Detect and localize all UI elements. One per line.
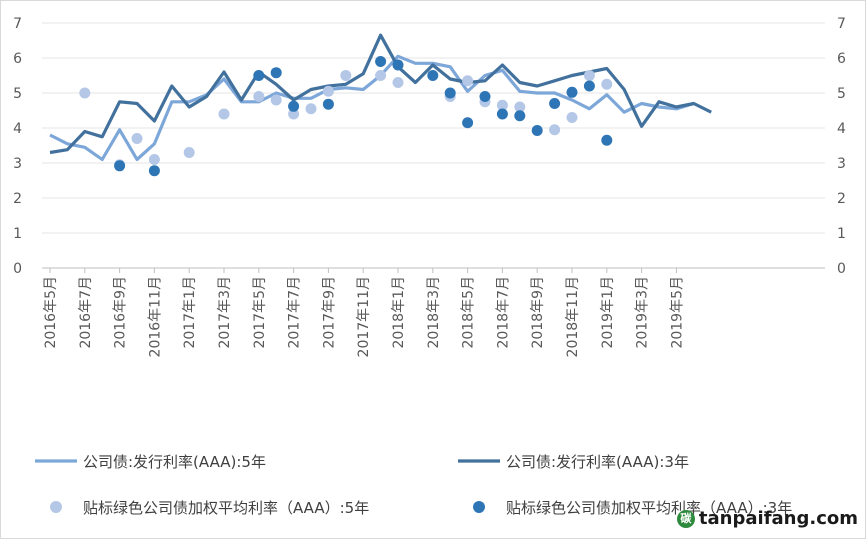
series-layer bbox=[49, 33, 712, 177]
scatter-point-2 bbox=[496, 99, 508, 111]
scatter-point-3 bbox=[496, 108, 508, 120]
scatter-point-3 bbox=[148, 165, 160, 177]
scatter-point-2 bbox=[462, 75, 474, 87]
x-tick-label: 2018年3月 bbox=[426, 276, 442, 349]
y-tick-left: 0 bbox=[13, 261, 22, 277]
legend-label: 贴标绿色公司债加权平均利率（AAA）:5年 bbox=[83, 499, 369, 517]
gridlines bbox=[42, 22, 825, 269]
x-tick-label: 2017年3月 bbox=[217, 276, 233, 349]
legend-label: 贴标绿色公司债加权平均利率（AAA）:3年 bbox=[506, 499, 792, 517]
y-tick-left: 3 bbox=[13, 156, 22, 172]
scatter-point-2 bbox=[566, 112, 578, 123]
scatter-point-3 bbox=[549, 98, 561, 109]
scatter-point-2 bbox=[601, 78, 613, 90]
scatter-point-2 bbox=[322, 85, 334, 97]
x-tick-label: 2019年3月 bbox=[635, 276, 651, 349]
scatter-point-3 bbox=[375, 56, 387, 67]
series-line-0 bbox=[49, 54, 695, 162]
y-tick-left: 6 bbox=[13, 51, 22, 67]
scatter-point-3 bbox=[462, 117, 474, 129]
scatter-point-2 bbox=[218, 108, 230, 120]
series-line-1 bbox=[49, 33, 712, 155]
y-tick-left: 7 bbox=[13, 16, 22, 32]
scatter-point-3 bbox=[427, 70, 439, 81]
scatter-point-3 bbox=[566, 86, 578, 98]
scatter-point-3 bbox=[253, 70, 265, 81]
x-tick-label: 2017年9月 bbox=[321, 276, 337, 349]
scatter-point-3 bbox=[322, 98, 334, 110]
y-tick-right: 5 bbox=[837, 86, 846, 102]
scatter-point-2 bbox=[305, 103, 317, 115]
x-tick-label: 2018年11月 bbox=[565, 276, 581, 357]
y-tick-right: 6 bbox=[837, 51, 846, 67]
x-tick-label: 2018年9月 bbox=[530, 276, 546, 349]
x-tick-label: 2016年11月 bbox=[147, 276, 163, 357]
y-tick-left: 1 bbox=[13, 226, 22, 242]
scatter-point-3 bbox=[392, 59, 404, 71]
scatter-point-2 bbox=[375, 70, 387, 81]
scatter-point-3 bbox=[479, 91, 491, 102]
scatter-point-3 bbox=[583, 80, 595, 92]
left-y-axis: 0 1 2 3 4 5 6 7 bbox=[13, 16, 22, 277]
scatter-point-2 bbox=[392, 77, 404, 88]
scatter-point-2 bbox=[549, 124, 561, 136]
scatter-point-2 bbox=[270, 94, 282, 106]
scatter-point-2 bbox=[79, 87, 91, 99]
watermark-badge-icon: 碳 bbox=[676, 509, 695, 528]
x-axis: 2016年5月 2016年7月 2016年9月 2016年11月 2017年1月 2017… bbox=[43, 268, 685, 357]
legend-label: 公司债:发行利率(AAA):5年 bbox=[83, 453, 266, 471]
scatter-point-2 bbox=[253, 91, 265, 102]
legend: 公司债:发行利率(AAA):5年 公司债:发行利率(AAA):3年贴标绿色公司债加… bbox=[35, 453, 792, 517]
x-tick-label: 2017年11月 bbox=[356, 276, 372, 357]
x-tick-label: 2019年1月 bbox=[600, 276, 616, 349]
scatter-point-2 bbox=[288, 108, 300, 120]
legend-label: 公司债:发行利率(AAA):3年 bbox=[506, 453, 689, 471]
x-tick-label: 2017年1月 bbox=[182, 276, 198, 349]
legend-dot-key bbox=[50, 501, 62, 513]
y-tick-left: 2 bbox=[13, 191, 22, 207]
x-tick-label: 2017年7月 bbox=[287, 276, 303, 349]
y-tick-right: 1 bbox=[837, 226, 846, 242]
scatter-point-3 bbox=[601, 134, 613, 146]
x-tick-label: 2017年5月 bbox=[252, 276, 268, 349]
scatter-point-2 bbox=[340, 70, 352, 81]
watermark-text: tanpaifang.com bbox=[698, 508, 858, 529]
x-tick-label: 2016年5月 bbox=[43, 276, 59, 349]
legend-dot-key bbox=[473, 501, 485, 513]
y-tick-right: 2 bbox=[837, 191, 846, 207]
scatter-point-3 bbox=[444, 87, 456, 99]
x-tick-label: 2018年1月 bbox=[391, 276, 407, 349]
scatter-point-3 bbox=[288, 100, 300, 112]
scatter-point-2 bbox=[148, 154, 160, 165]
scatter-point-2 bbox=[131, 133, 143, 144]
scatter-point-2 bbox=[183, 147, 195, 158]
right-y-axis: 0 1 2 3 4 5 6 7 bbox=[837, 16, 846, 277]
y-tick-right: 4 bbox=[837, 121, 846, 137]
x-tick-label: 2019年5月 bbox=[669, 276, 685, 349]
scatter-point-3 bbox=[514, 110, 526, 122]
x-tick-label: 2016年7月 bbox=[78, 276, 94, 349]
x-tick-label: 2016年9月 bbox=[113, 276, 129, 349]
watermark-logo: 碳 tanpaifang.com bbox=[676, 508, 858, 529]
scatter-point-2 bbox=[583, 70, 595, 81]
scatter-point-3 bbox=[531, 124, 543, 136]
y-tick-right: 7 bbox=[837, 16, 846, 32]
y-tick-right: 0 bbox=[837, 261, 846, 277]
scatter-point-3 bbox=[270, 67, 282, 79]
scatter-point-3 bbox=[114, 160, 126, 172]
scatter-point-2 bbox=[514, 101, 526, 113]
y-tick-left: 4 bbox=[13, 121, 22, 137]
x-tick-label: 2018年7月 bbox=[495, 276, 511, 349]
x-tick-label: 2018年5月 bbox=[461, 276, 477, 349]
y-tick-right: 3 bbox=[837, 156, 846, 172]
y-tick-left: 5 bbox=[13, 86, 22, 102]
